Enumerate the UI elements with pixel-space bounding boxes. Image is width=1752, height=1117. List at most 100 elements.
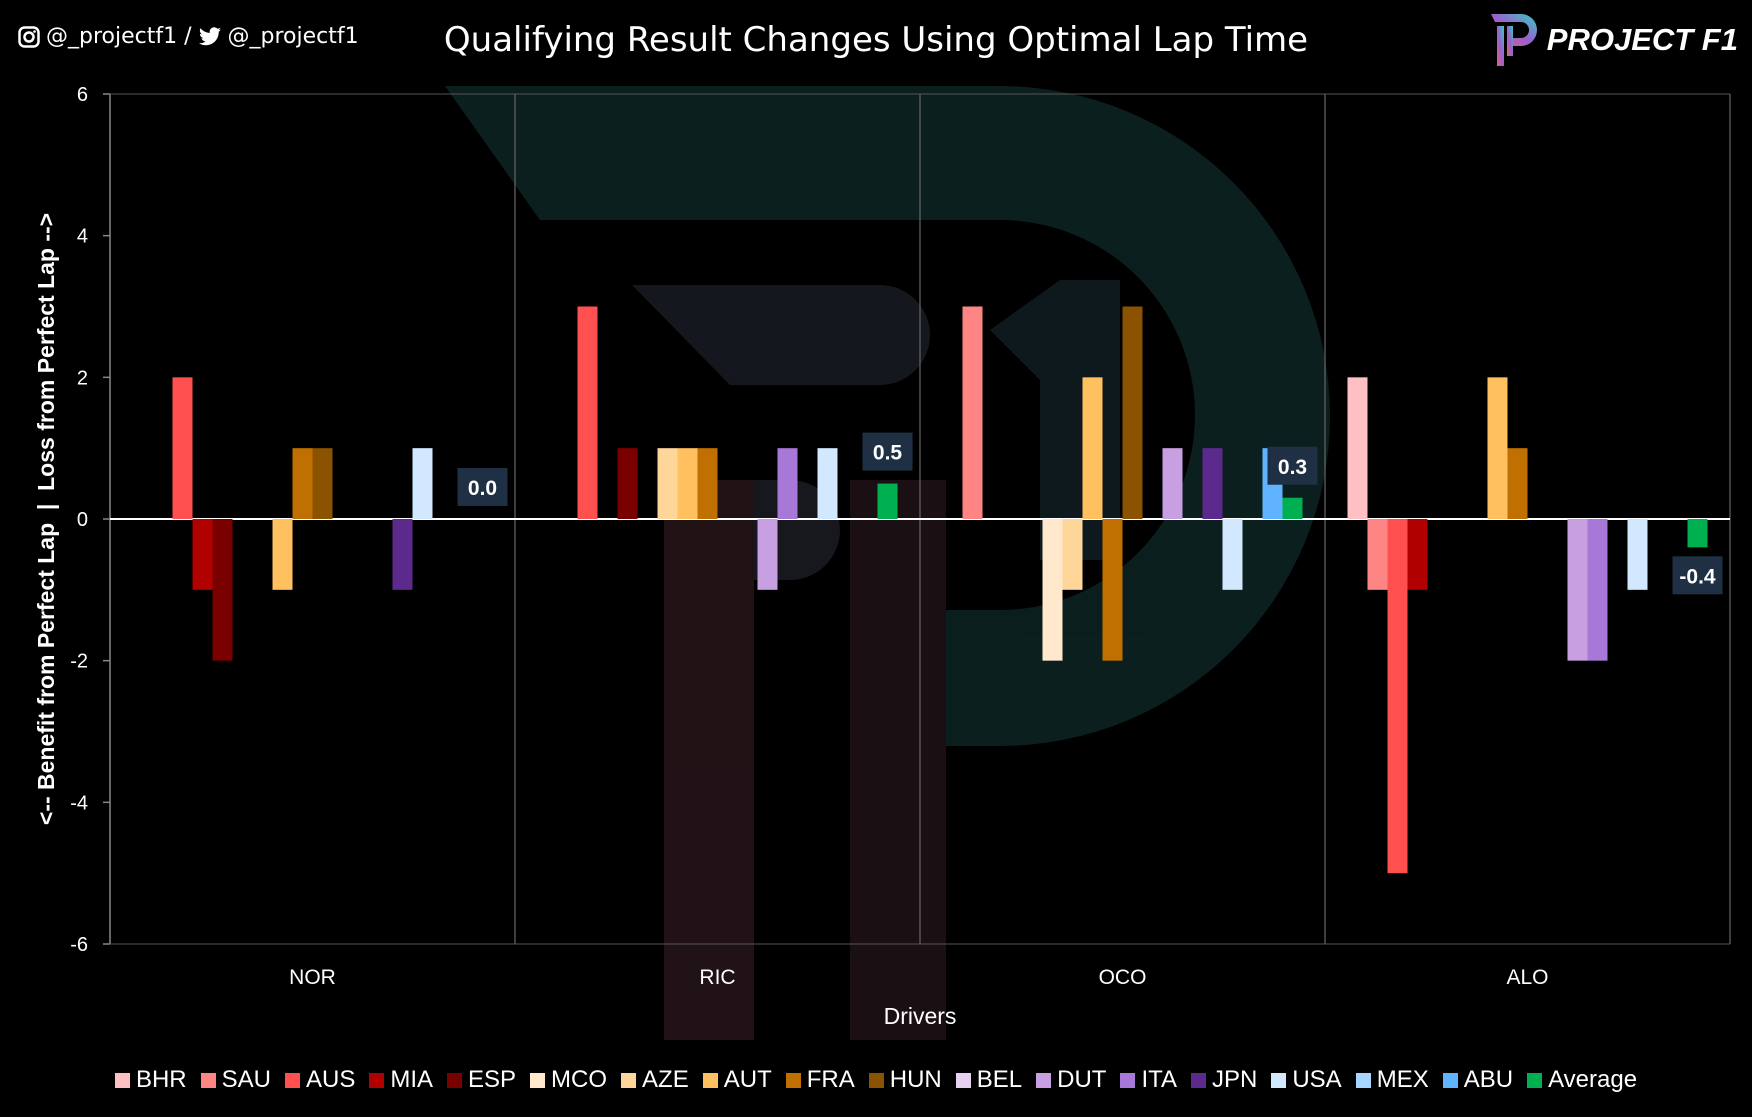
data-label: 0.0 [457, 468, 508, 506]
instagram-handle[interactable]: @_projectf1 / [46, 24, 192, 49]
data-label: -0.4 [1672, 556, 1723, 595]
bar-aze-ric [657, 448, 678, 519]
watermark-logo [445, 86, 1330, 1040]
legend-item: FRA [785, 1066, 855, 1094]
bar-usa-nor [412, 448, 433, 519]
data-label: 0.5 [862, 432, 913, 471]
legend-label: BHR [135, 1066, 187, 1093]
legend-swatch [955, 1072, 971, 1088]
category-label: NOR [289, 966, 336, 989]
bar-sau-oco [962, 306, 983, 519]
data-label-text: -0.4 [1679, 565, 1716, 588]
legend-label: ABU [1463, 1066, 1514, 1093]
y-tick-label: 0 [77, 509, 88, 531]
legend-item: ABU [1442, 1066, 1514, 1094]
data-label-text: 0.3 [1278, 456, 1307, 479]
x-axis-title: Drivers [884, 1003, 957, 1029]
legend-label: Average [1548, 1066, 1638, 1093]
legend-swatch [868, 1072, 884, 1088]
data-labels: 0.0 0.5 0.3 -0.4 [457, 432, 1723, 595]
y-tick-label: 6 [77, 84, 88, 106]
legend-item: Average [1527, 1066, 1637, 1094]
bar-aut-alo [1487, 377, 1508, 519]
legend-label: FRA [806, 1066, 855, 1093]
legend-label: MEX [1376, 1066, 1429, 1093]
data-label-box [1672, 556, 1723, 595]
bar-bhr-alo [1347, 377, 1368, 519]
legend-item: HUN [868, 1066, 942, 1094]
legend-label: JPN [1212, 1066, 1258, 1093]
bar-usa-ric [817, 448, 838, 519]
bar-mia-nor [192, 519, 213, 590]
bar-mco-oco [1042, 519, 1063, 661]
data-label-text: 0.0 [468, 477, 497, 500]
legend-swatch [702, 1072, 718, 1088]
y-tick-label: -2 [70, 651, 88, 673]
bar-fra-oco [1102, 519, 1123, 661]
legend-item: AUS [284, 1066, 356, 1094]
bar-fra-nor [292, 448, 313, 519]
legend-label: MIA [390, 1066, 434, 1093]
legend-label: HUN [889, 1066, 942, 1093]
legend-label: USA [1292, 1066, 1342, 1093]
bar-ita-alo [1587, 519, 1608, 661]
data-label-text: 0.5 [873, 442, 903, 465]
bar-jpn-nor [392, 519, 413, 590]
bar-average-ric [877, 483, 898, 519]
legend-swatch [200, 1072, 216, 1088]
legend-item: JPN [1191, 1066, 1257, 1094]
bar-dut-alo [1567, 519, 1588, 661]
data-label-box [862, 432, 913, 471]
legend-label: ESP [468, 1066, 517, 1093]
chart-title: Qualifying Result Changes Using Optimal … [443, 20, 1309, 60]
legend-item: MIA [369, 1066, 433, 1094]
y-tick-label: -6 [70, 934, 88, 956]
legend-item: AZE [621, 1066, 689, 1094]
legend-item: BEL [955, 1066, 1023, 1094]
legend-item: MCO [530, 1066, 607, 1094]
bar-hun-oco [1122, 306, 1143, 519]
bar-aut-oco [1082, 377, 1103, 519]
legend-label: AZE [642, 1066, 689, 1093]
legend-label: DUT [1057, 1066, 1107, 1093]
bar-aut-nor [272, 519, 293, 590]
legend-swatch [1442, 1072, 1458, 1088]
category-label: ALO [1506, 966, 1548, 989]
legend-swatch [369, 1072, 385, 1088]
bar-fra-ric [697, 448, 718, 519]
bar-usa-oco [1222, 519, 1243, 590]
bar-aze-oco [1062, 519, 1083, 590]
bar-average-alo [1687, 519, 1708, 548]
legend-label: AUS [305, 1066, 356, 1093]
bar-fra-alo [1507, 448, 1528, 519]
legend-swatch [1191, 1072, 1206, 1088]
bar-hun-nor [312, 448, 333, 519]
bar-usa-alo [1627, 519, 1648, 590]
legend-swatch [1036, 1072, 1052, 1088]
logo-text: PROJECT F1 [1546, 22, 1738, 57]
instagram-icon [18, 25, 40, 48]
legend-swatch [1120, 1072, 1136, 1088]
legend-swatch [530, 1072, 546, 1088]
category-label: OCO [1099, 966, 1147, 989]
legend-swatch [621, 1072, 637, 1088]
social-handles: @_projectf1 / @_projectf1 [18, 24, 359, 49]
legend-swatch [1271, 1072, 1287, 1088]
legend-item: BHR [114, 1066, 187, 1094]
twitter-icon [198, 26, 221, 45]
y-tick-label: 4 [77, 226, 88, 248]
legend-swatch [785, 1072, 801, 1088]
bars [172, 306, 1708, 874]
grid-lines [109, 93, 1731, 945]
legend: BHR SAU AUS MIA ESP MCO AZE AUT FRA HUN BEL DUT ITA J… [0, 1066, 1752, 1094]
y-axis: -6 -4 -2 0 2 4 6 [70, 84, 110, 956]
legend-item: MEX [1355, 1066, 1429, 1094]
twitter-handle[interactable]: @_projectf1 [227, 24, 359, 49]
bar-aut-ric [677, 448, 698, 519]
data-label-box [1267, 446, 1318, 485]
legend-label: BEL [976, 1066, 1023, 1093]
bar-average-oco [1282, 497, 1303, 519]
legend-item: USA [1271, 1066, 1342, 1094]
project-f1-logo-icon [1490, 14, 1537, 66]
